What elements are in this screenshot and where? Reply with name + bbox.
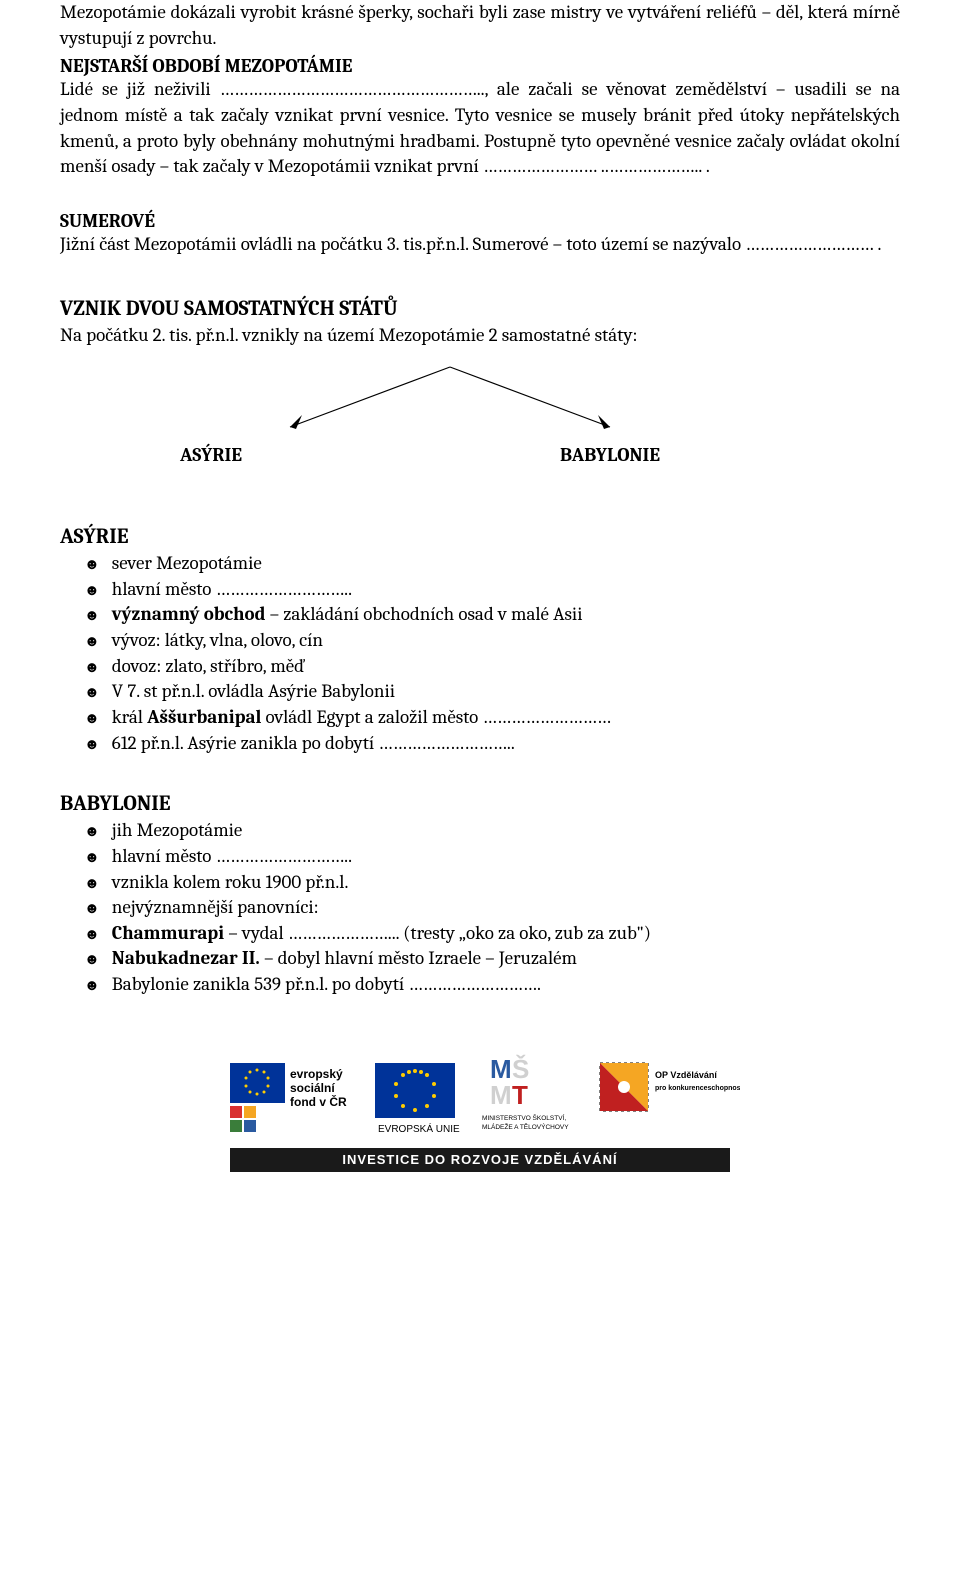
two-states-sub: Na počátku 2. tis. př.n.l. vznikly na úz… xyxy=(60,323,900,349)
svg-text:T: T xyxy=(512,1080,528,1110)
bold-text: Chammurapi xyxy=(112,922,224,944)
list-item: Chammurapi – vydal …………………... (tresty „o… xyxy=(84,921,900,947)
asyrie-list: sever Mezopotámie hlavní město ………………………… xyxy=(84,551,900,756)
list-item: Babylonie zanikla 539 př.n.l. po dobytí … xyxy=(84,972,900,998)
bold-text: Aššurbanipal xyxy=(147,706,261,728)
svg-text:EVROPSKÁ UNIE: EVROPSKÁ UNIE xyxy=(378,1122,460,1135)
text-span: král xyxy=(112,706,147,728)
eu-funding-logos: evropský sociální fond v ČR EVROPSKÁ UNI… xyxy=(220,1048,740,1178)
intro-paragraph: Mezopotámie dokázali vyrobit krásné šper… xyxy=(60,0,900,51)
list-item: hlavní město ……………………….. xyxy=(84,577,900,603)
sumerove-text: Jižní část Mezopotámii ovládli na počátk… xyxy=(60,232,900,258)
arrow-label-asyrie: ASÝRIE xyxy=(180,444,242,466)
svg-text:INVESTICE DO ROZVOJE VZDĚLÁVÁN: INVESTICE DO ROZVOJE VZDĚLÁVÁNÍ xyxy=(342,1152,617,1167)
split-arrows-icon xyxy=(260,359,640,439)
svg-text:sociální: sociální xyxy=(290,1081,335,1095)
arrow-diagram: ASÝRIE BABYLONIE xyxy=(60,359,900,489)
list-item: V 7. st př.n.l. ovládla Asýrie Babylonii xyxy=(84,679,900,705)
list-item: sever Mezopotámie xyxy=(84,551,900,577)
list-item: nejvýznamnější panovníci: xyxy=(84,895,900,921)
heading-asyrie: ASÝRIE xyxy=(60,525,900,549)
text-span: – vydal …………………... (tresty „oko za oko, … xyxy=(224,922,651,944)
list-item: významný obchod – zakládání obchodních o… xyxy=(84,602,900,628)
arrow-label-babylonie: BABYLONIE xyxy=(560,444,660,466)
svg-text:OP Vzdělávání: OP Vzdělávání xyxy=(655,1070,717,1080)
heading-oldest-period: NEJSTARŠÍ OBDOBÍ MEZOPOTÁMIE xyxy=(60,55,900,77)
list-item: král Aššurbanipal ovládl Egypt a založil… xyxy=(84,705,900,731)
list-item: jih Mezopotámie xyxy=(84,818,900,844)
bold-text: Nabukadnezar II. xyxy=(112,947,260,969)
footer-logos: evropský sociální fond v ČR EVROPSKÁ UNI… xyxy=(60,1048,900,1178)
list-item: vývoz: látky, vlna, olovo, cín xyxy=(84,628,900,654)
intro-paragraph-2: Lidé se již neživili ……………………………………………….… xyxy=(60,77,900,180)
list-item: dovoz: zlato, stříbro, měď xyxy=(84,654,900,680)
svg-text:MINISTERSTVO ŠKOLSTVÍ,: MINISTERSTVO ŠKOLSTVÍ, xyxy=(482,1113,566,1122)
text-span: – zakládání obchodních osad v malé Asii xyxy=(265,603,582,625)
babylonie-list: jih Mezopotámie hlavní město ………………………..… xyxy=(84,818,900,997)
text-span: – dobyl hlavní město Izraele – Jeruzalém xyxy=(260,947,577,969)
list-item: Nabukadnezar II. – dobyl hlavní město Iz… xyxy=(84,946,900,972)
list-item: vznikla kolem roku 1900 př.n.l. xyxy=(84,870,900,896)
heading-babylonie: BABYLONIE xyxy=(60,792,900,816)
svg-text:M: M xyxy=(490,1080,512,1110)
svg-text:fond v ČR: fond v ČR xyxy=(290,1094,347,1109)
list-item: 612 př.n.l. Asýrie zanikla po dobytí ………… xyxy=(84,731,900,757)
bold-text: významný obchod xyxy=(112,603,266,625)
svg-text:pro konkurenceschopnost: pro konkurenceschopnost xyxy=(655,1085,740,1092)
svg-text:evropský: evropský xyxy=(290,1067,343,1081)
text-span: ovládl Egypt a založil město ……………………… xyxy=(261,706,611,728)
svg-text:MLÁDEŽE A TĚLOVÝCHOVY: MLÁDEŽE A TĚLOVÝCHOVY xyxy=(482,1122,569,1131)
list-item: hlavní město ……………………….. xyxy=(84,844,900,870)
heading-two-states: VZNIK DVOU SAMOSTATNÝCH STÁTŮ xyxy=(60,297,900,321)
heading-sumerove: SUMEROVÉ xyxy=(60,210,900,232)
